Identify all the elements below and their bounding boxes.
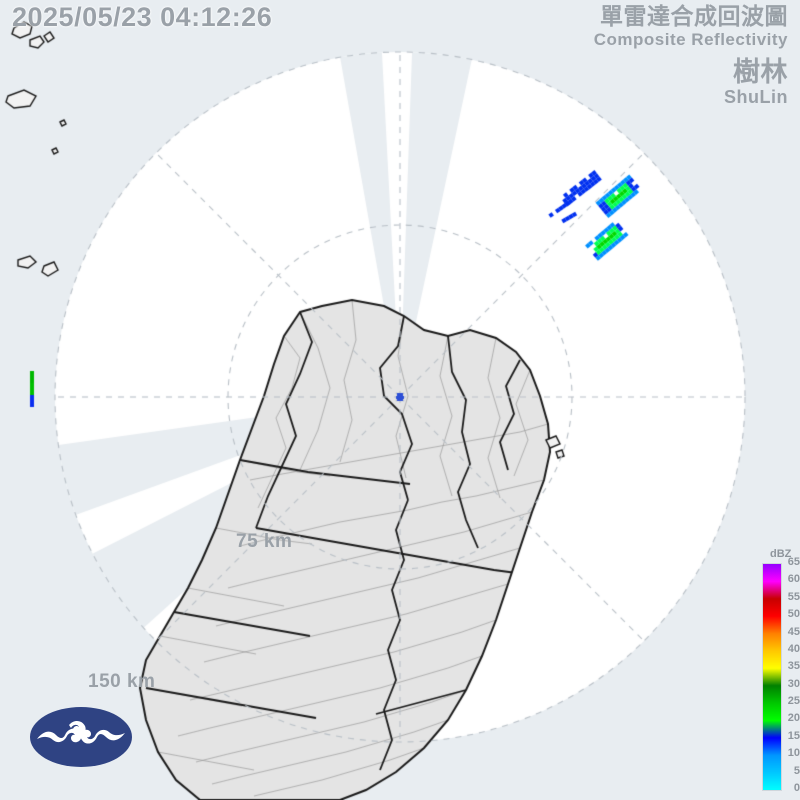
range-ring-label-150: 150 km xyxy=(88,671,155,693)
station-label: 樹林 ShuLin xyxy=(724,58,788,107)
product-title: 單雷達合成回波圖 Composite Reflectivity xyxy=(594,4,788,49)
timestamp-label: 2025/05/23 04:12:26 xyxy=(12,2,272,33)
station-name-en: ShuLin xyxy=(724,88,788,108)
product-title-en: Composite Reflectivity xyxy=(594,30,788,49)
legend-tick-50: 50 xyxy=(788,609,800,620)
legend-tick-25: 25 xyxy=(788,696,800,707)
radar-viewer: 2025/05/23 04:12:26 單雷達合成回波圖 Composite R… xyxy=(0,0,800,800)
station-name-zh: 樹林 xyxy=(724,58,788,88)
legend-tick-20: 20 xyxy=(788,713,800,724)
legend-tick-5: 5 xyxy=(794,766,800,777)
cwa-logo-icon xyxy=(29,705,133,769)
legend-tick-65: 65 xyxy=(788,557,800,568)
legend-tick-10: 10 xyxy=(788,748,800,759)
legend-tick-45: 45 xyxy=(788,627,800,638)
legend-tick-30: 30 xyxy=(788,679,800,690)
legend-tick-labels: 65 60 55 50 45 40 35 30 25 20 15 10 5 0 xyxy=(782,557,800,795)
legend-tick-60: 60 xyxy=(788,574,800,585)
legend-tick-15: 15 xyxy=(788,731,800,742)
product-title-zh: 單雷達合成回波圖 xyxy=(594,4,788,30)
legend-tick-55: 55 xyxy=(788,592,800,603)
legend-tick-40: 40 xyxy=(788,644,800,655)
legend-tick-35: 35 xyxy=(788,661,800,672)
dbz-legend: dBZ 65 60 55 50 45 40 35 30 25 20 15 10 5 0 xyxy=(756,548,800,796)
legend-color-bar xyxy=(762,563,782,791)
range-ring-label-75: 75 km xyxy=(236,531,292,553)
legend-tick-0: 0 xyxy=(794,783,800,794)
